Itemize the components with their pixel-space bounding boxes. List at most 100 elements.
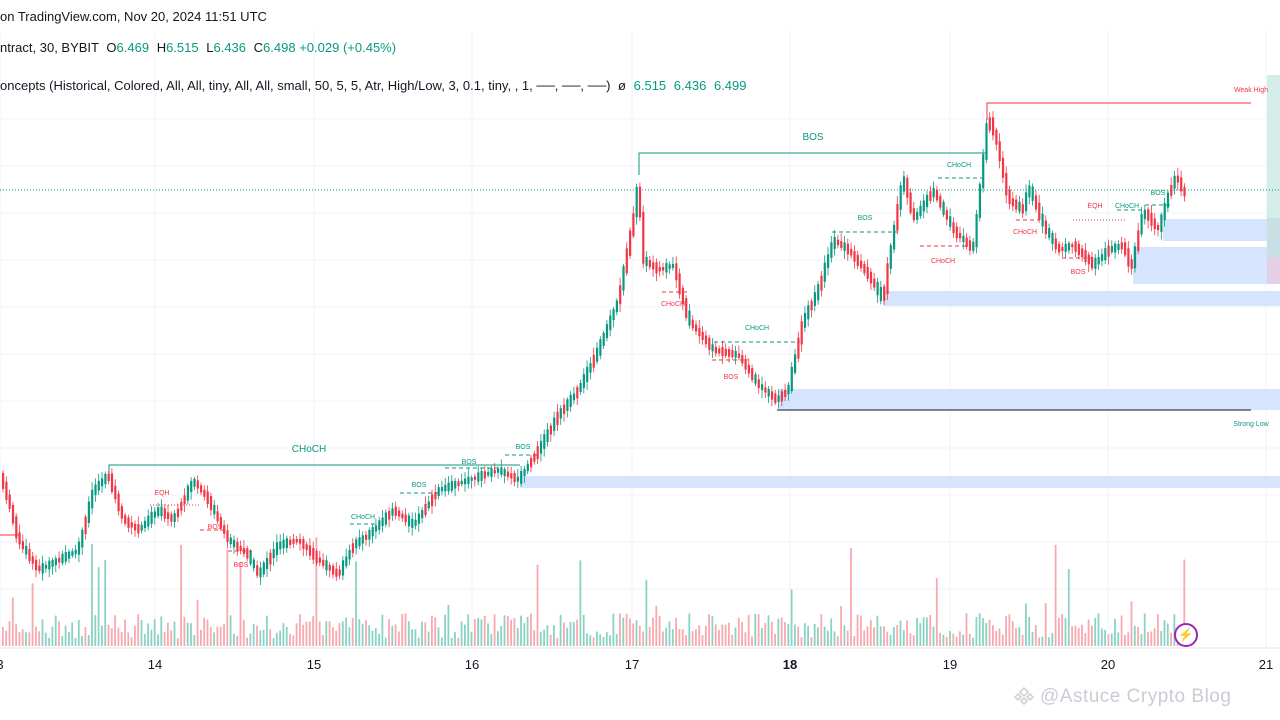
volume-bar	[1170, 632, 1172, 646]
candle	[820, 275, 823, 291]
candle	[180, 501, 183, 511]
volume-bar	[365, 620, 367, 646]
volume-bar	[127, 632, 130, 646]
candle	[962, 235, 965, 243]
volume-bar	[530, 613, 532, 646]
candle	[902, 176, 906, 192]
lightning-icon[interactable]: ⚡	[1174, 623, 1198, 647]
low-label: L	[206, 40, 214, 55]
candle	[869, 271, 873, 284]
volume-bar	[569, 622, 572, 646]
volume-bar	[332, 627, 334, 646]
candle	[427, 501, 430, 509]
date-tick: 19	[942, 657, 958, 672]
volume-bar	[962, 634, 965, 646]
candle	[266, 558, 269, 570]
candle	[25, 545, 28, 555]
candle	[219, 517, 222, 529]
candle	[338, 569, 341, 576]
volume-bar	[1094, 617, 1097, 646]
volume-bar	[820, 614, 823, 646]
candle	[625, 248, 628, 274]
volume-bar	[266, 615, 268, 646]
candle	[473, 476, 477, 480]
candle	[289, 539, 292, 545]
candle	[236, 541, 239, 551]
candle	[94, 484, 97, 496]
candle	[988, 117, 991, 131]
candle	[1137, 230, 1140, 252]
candle	[361, 535, 364, 544]
volume-bar	[407, 621, 410, 646]
volume-bar	[401, 613, 404, 646]
volume-bar	[117, 627, 120, 646]
volume-bar	[81, 635, 83, 646]
volume-bar	[902, 630, 905, 646]
volume-bar	[1183, 559, 1186, 646]
candle	[477, 472, 480, 482]
indicator-legend[interactable]: oncepts (Historical, Colored, All, All, …	[0, 78, 747, 93]
volume-bar	[483, 615, 486, 646]
volume-bar	[1124, 634, 1126, 646]
candle	[566, 399, 569, 411]
candle	[246, 548, 249, 559]
volume-bar	[315, 537, 318, 646]
bos-label: BOS	[516, 444, 531, 451]
volume-bar	[1140, 634, 1143, 646]
candle	[879, 286, 882, 302]
date-tick: 16	[464, 657, 480, 672]
volume-bar	[1130, 601, 1133, 646]
candle	[906, 177, 909, 198]
volume-bar	[97, 567, 100, 646]
structure-labels: BOS CHoCH Weak High Strong Low CHoCH BOS…	[154, 87, 1269, 569]
candle	[530, 457, 533, 468]
volume-bar	[665, 627, 668, 646]
volume-bar	[549, 634, 552, 646]
volume-bar	[922, 617, 925, 646]
volume-bar	[358, 619, 361, 646]
volume-bar	[988, 619, 991, 646]
volume-bar	[526, 616, 529, 646]
volume-bar	[454, 632, 456, 646]
candle	[810, 301, 813, 311]
candle	[1130, 259, 1133, 269]
volume-bar	[242, 619, 245, 646]
candle	[846, 243, 849, 255]
candle	[259, 567, 262, 578]
candle	[74, 549, 77, 555]
candle	[510, 473, 513, 479]
volume-bar	[658, 615, 661, 646]
candle	[952, 222, 955, 234]
candle	[790, 366, 793, 392]
candle	[368, 529, 371, 540]
volume-bar	[497, 631, 499, 646]
candle	[31, 556, 34, 564]
symbol-label: ntract, 30, BYBIT	[0, 40, 99, 55]
candle	[533, 453, 536, 462]
bos-label: BOS	[1151, 190, 1166, 197]
volume-bar	[1117, 632, 1120, 646]
volume-bar	[1074, 625, 1077, 646]
candle	[803, 312, 807, 328]
volume-bar	[414, 629, 417, 646]
candle	[932, 187, 935, 198]
volume-bar	[876, 615, 879, 646]
candle	[737, 353, 741, 358]
volume-bar	[150, 629, 153, 646]
candle	[968, 240, 972, 251]
volume-bar	[982, 618, 984, 646]
candle	[784, 390, 787, 397]
volume-bar	[1048, 637, 1050, 646]
volume-bar	[219, 626, 222, 646]
volume-bar	[64, 625, 67, 646]
candle	[1071, 244, 1074, 248]
candle	[1173, 175, 1176, 189]
volume-bar	[368, 625, 371, 646]
volume-bar	[886, 631, 889, 646]
volume-bar	[71, 622, 74, 646]
candle	[516, 476, 519, 482]
candle	[1077, 243, 1080, 256]
volume-bar	[1041, 636, 1044, 646]
volume-bar	[856, 614, 859, 646]
